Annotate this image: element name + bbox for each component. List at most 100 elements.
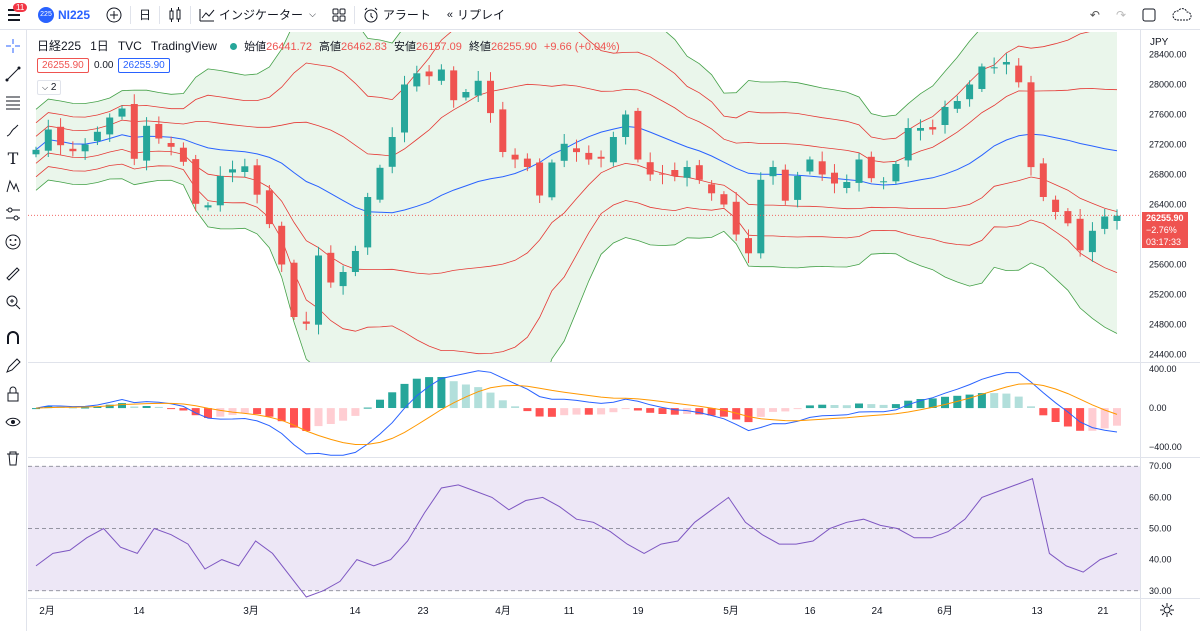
macd-histogram-bar <box>941 396 949 409</box>
pattern-icon <box>6 179 20 193</box>
macd-histogram-bar <box>793 408 802 410</box>
close-label: 終値 <box>468 41 491 53</box>
crosshair-tool[interactable] <box>1 34 25 58</box>
alert-label: アラート <box>382 8 431 22</box>
rsi-axis[interactable]: 70.00 60.00 50.00 40.00 30.00 <box>1149 461 1172 596</box>
candle-body <box>511 154 519 160</box>
indicator-count: 2 <box>50 82 57 93</box>
legend-symbol-name: 日経225 <box>37 39 82 53</box>
macd-histogram-bar <box>302 408 311 431</box>
prediction-tool[interactable] <box>1 202 25 226</box>
cloud-icon <box>1172 7 1192 20</box>
currency-label[interactable]: JPY <box>1150 37 1169 48</box>
undo-button[interactable]: ↶ <box>1082 0 1108 30</box>
macd-line <box>35 370 1118 456</box>
macd-histogram-bar <box>621 408 630 410</box>
chart-type-button[interactable] <box>160 0 190 30</box>
candle-body <box>364 197 372 248</box>
indicators-button[interactable]: インジケーター ⌵ <box>191 0 324 30</box>
text-tool[interactable]: T <box>1 146 25 170</box>
fib-tool[interactable] <box>1 90 25 114</box>
macd-histogram-bar <box>93 406 102 408</box>
candle-body <box>646 162 654 175</box>
menu-button[interactable]: 11 <box>0 0 28 30</box>
candle-body <box>265 190 273 225</box>
macd-histogram-bar <box>265 408 274 417</box>
brush-icon <box>6 124 19 137</box>
macd-histogram-bar <box>191 408 200 416</box>
macd-histogram-bar <box>756 408 765 417</box>
time-tick-label: 11 <box>564 606 575 617</box>
icon-tool[interactable] <box>1 230 25 254</box>
measure-tool[interactable] <box>1 262 25 286</box>
macd-pane <box>32 370 1121 456</box>
candle-body <box>536 162 544 196</box>
time-tick-label: 24 <box>871 606 883 617</box>
pattern-tool[interactable] <box>1 174 25 198</box>
candle-body <box>278 225 286 265</box>
trendline-tool[interactable] <box>1 62 25 86</box>
layout-button[interactable] <box>1134 0 1164 30</box>
macd-histogram-bar <box>425 377 434 409</box>
bid-price-pill[interactable]: 26255.90 <box>37 58 89 73</box>
candle-body <box>769 167 777 177</box>
compare-button[interactable] <box>98 0 130 30</box>
candle-body <box>241 166 249 172</box>
alert-button[interactable]: アラート <box>355 0 439 30</box>
high-label: 高値 <box>319 41 342 53</box>
candle-body <box>143 125 151 161</box>
last-price-change: −2.76% <box>1146 225 1177 235</box>
macd-histogram-bar <box>842 405 851 409</box>
chart-settings-button[interactable] <box>1160 603 1174 622</box>
price-tick-label: 24800.00 <box>1149 320 1187 330</box>
indicators-collapse-button[interactable]: ⌵ 2 <box>37 80 62 95</box>
price-axis[interactable]: 28400.00 28000.00 27600.00 27200.00 26800.00… <box>1149 50 1187 360</box>
time-tick-label: 21 <box>1097 606 1109 617</box>
delete-tool[interactable] <box>1 446 25 470</box>
candle-body <box>339 272 347 287</box>
pencil-lock-icon <box>6 358 21 373</box>
plus-circle-icon <box>106 7 122 22</box>
lock-drawing-mode[interactable] <box>1 354 25 378</box>
macd-histogram-bar <box>339 408 348 421</box>
rsi-line <box>35 478 1118 598</box>
macd-histogram-bar <box>560 408 569 416</box>
rsi-tick-label: 30.00 <box>1149 586 1172 596</box>
macd-histogram-bar <box>388 392 397 408</box>
magnet-icon <box>7 331 19 344</box>
price-pane <box>28 32 1140 362</box>
cloud-save-button[interactable] <box>1164 0 1200 30</box>
macd-histogram-bar <box>498 400 507 409</box>
zoom-tool[interactable] <box>1 290 25 314</box>
lock-tool[interactable] <box>1 382 25 406</box>
candle-body <box>671 170 679 176</box>
time-axis[interactable]: 2月 14 3月 14 23 4月 11 19 5月 16 24 6月 13 21 <box>39 605 1109 617</box>
candle-body <box>499 109 507 152</box>
interval-button[interactable]: 日 <box>139 8 152 22</box>
macd-signal-line <box>35 383 1118 446</box>
replay-button[interactable]: « リプレイ <box>439 0 513 30</box>
bollinger-band-line <box>35 32 1090 140</box>
layouts-button[interactable] <box>324 0 354 30</box>
macd-histogram-bar <box>891 404 900 409</box>
redo-button[interactable]: ↷ <box>1108 0 1134 30</box>
price-tick-label: 24400.00 <box>1149 350 1187 360</box>
macd-histogram-bar <box>277 408 286 422</box>
macd-histogram-bar <box>1051 408 1060 422</box>
macd-histogram-bar <box>1063 408 1072 427</box>
ask-price-pill[interactable]: 26255.90 <box>118 58 170 73</box>
last-price-tag: 26255.90 −2.76% 03:17:33 <box>1142 212 1188 248</box>
macd-axis[interactable]: 400.00 0.00 −400.00 <box>1149 364 1182 452</box>
brush-tool[interactable] <box>1 118 25 142</box>
macd-histogram-bar <box>118 403 126 409</box>
symbol-search[interactable]: 225 NI225 <box>28 0 98 30</box>
low-value: 26157.09 <box>415 41 462 53</box>
macd-histogram-bar <box>474 387 483 409</box>
hide-tool[interactable] <box>1 410 25 434</box>
symbol-legend[interactable]: 日経225 1日 TVC TradingView 始値26441.72 高値26… <box>37 37 620 54</box>
time-tick-label: 14 <box>349 606 361 617</box>
macd-histogram-bar <box>633 408 642 411</box>
magnet-tool[interactable] <box>1 326 25 350</box>
candle-body <box>597 156 605 159</box>
